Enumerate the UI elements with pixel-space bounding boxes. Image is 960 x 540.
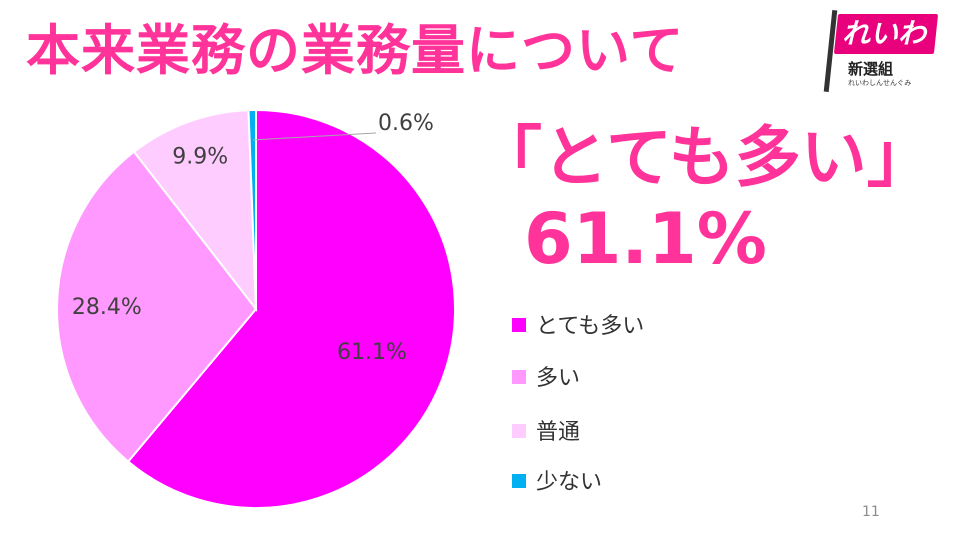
data-label-normal: 9.9% [172, 145, 228, 170]
legend-item-many: 多い [512, 364, 580, 394]
legend-item-very-many: とても多い [512, 312, 644, 342]
legend-label: 普通 [536, 420, 581, 445]
slice-very-many [126, 108, 456, 509]
legend-swatch [512, 370, 526, 384]
legend-swatch [512, 424, 526, 438]
data-label-many: 28.4% [72, 295, 142, 320]
slice-few [247, 108, 257, 310]
logo-sub2-text: れいわしんせんぐみ [848, 79, 912, 87]
highlight-label: 「とても多い」 [476, 119, 933, 196]
page-title: 本来業務の業務量について [26, 19, 685, 82]
leader-line [252, 132, 377, 141]
legend-swatch [512, 318, 526, 332]
legend-item-few: 少ない [512, 468, 602, 498]
slice-normal [132, 109, 258, 313]
data-label-few: 0.6% [378, 111, 434, 136]
legend-label: 多い [536, 366, 581, 391]
legend-label: とても多い [536, 314, 645, 339]
legend-label: 少ない [536, 470, 603, 495]
logo-sub-text: 新選組 [848, 60, 894, 78]
highlight-value: 61.1% [524, 198, 767, 280]
legend-item-normal: 普通 [512, 418, 580, 448]
page-number: 11 [862, 504, 880, 520]
legend-swatch [512, 474, 526, 488]
slice-many [56, 150, 258, 463]
reiwa-logo: れいわ 新選組 れいわしんせんぐみ [823, 9, 944, 100]
data-label-very-many: 61.1% [337, 340, 407, 365]
logo-main-text: れいわ [842, 17, 927, 50]
